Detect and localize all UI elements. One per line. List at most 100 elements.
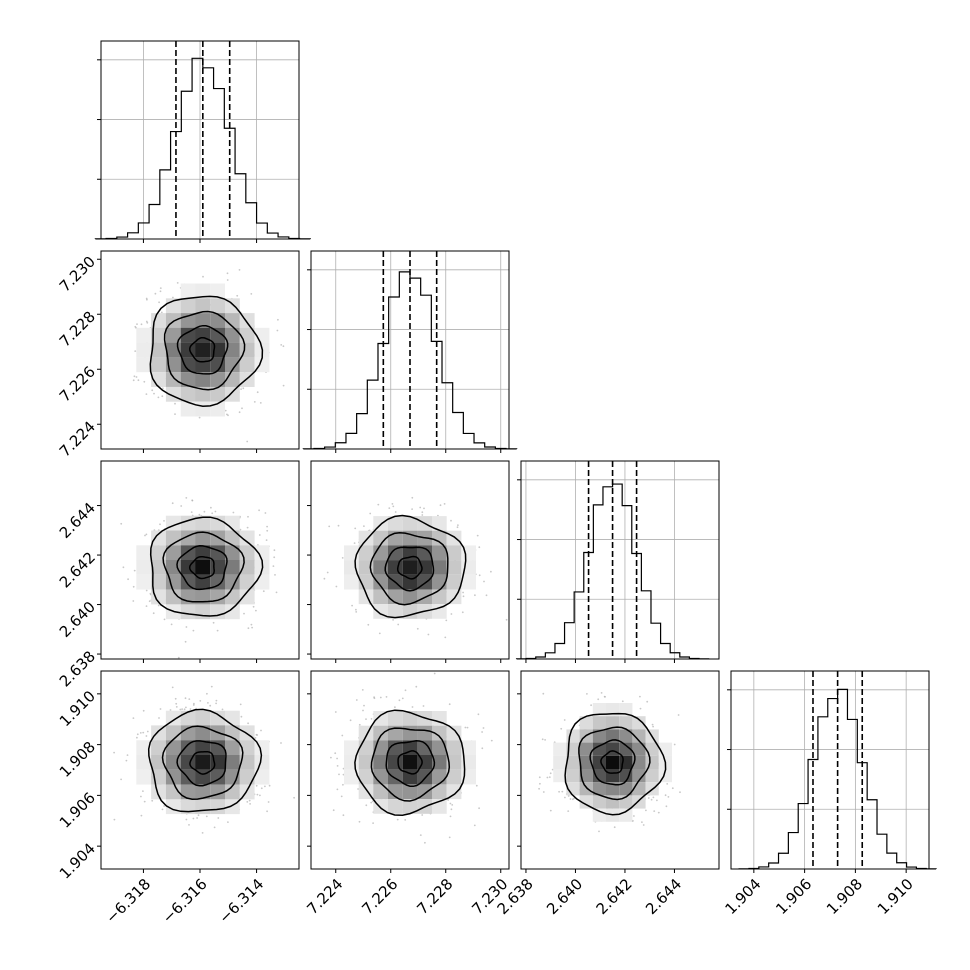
density-bin <box>388 740 403 756</box>
sample-point <box>542 692 545 695</box>
density-bin <box>461 574 476 590</box>
sample-point <box>145 320 148 323</box>
sample-point <box>443 503 446 505</box>
sample-point <box>613 826 616 829</box>
density-bin <box>180 298 196 314</box>
contour-level <box>369 531 449 606</box>
density-bin <box>195 589 211 605</box>
density-bin <box>402 604 418 619</box>
density-bin <box>195 604 211 620</box>
density-bin <box>136 560 152 575</box>
sample-point <box>373 697 376 700</box>
sample-point <box>125 759 128 762</box>
density-bin <box>461 740 476 756</box>
density-bin <box>579 755 593 769</box>
panel-frame <box>310 670 510 870</box>
sample-point <box>462 591 464 594</box>
sample-point <box>280 742 282 744</box>
density-bin <box>225 784 240 800</box>
density-bin <box>239 769 255 785</box>
density-bin <box>579 782 593 796</box>
sample-point <box>264 512 267 514</box>
density-bin <box>553 755 567 769</box>
sample-point <box>336 765 339 767</box>
density-bin <box>566 769 580 783</box>
sample-point <box>192 704 195 706</box>
sample-point <box>349 719 352 722</box>
sample-point <box>546 776 549 779</box>
sample-point <box>667 796 670 798</box>
histogram-series <box>94 57 311 240</box>
sample-point <box>650 798 653 801</box>
sample-point <box>421 814 424 816</box>
sample-point <box>404 689 407 692</box>
density-bin <box>579 742 593 756</box>
sample-point <box>250 623 253 626</box>
density-bin <box>579 716 593 730</box>
density-bin <box>373 711 388 726</box>
sample-point <box>227 821 229 823</box>
density-bin <box>592 769 606 783</box>
sample-point <box>475 784 478 787</box>
density-bin <box>446 545 462 561</box>
sample-point <box>666 783 669 785</box>
density-bin <box>195 283 211 299</box>
density-bin <box>632 742 646 756</box>
x-tick-label: −6.314 <box>215 875 267 927</box>
density-bin <box>606 703 620 717</box>
density-bin <box>579 769 593 783</box>
density-bin <box>136 342 152 358</box>
sample-point <box>267 801 270 803</box>
sample-point <box>396 818 399 821</box>
histogram-series <box>515 483 710 660</box>
sample-point <box>213 826 216 829</box>
sample-point <box>342 814 345 817</box>
sample-point <box>265 539 268 541</box>
sample-point <box>242 387 245 390</box>
sample-point <box>392 619 394 621</box>
density-bin <box>195 357 211 373</box>
y-tick-label: 1.910 <box>56 687 99 730</box>
density-bin <box>210 740 225 755</box>
sample-point <box>473 824 476 827</box>
density-bin <box>136 545 152 561</box>
x-tick-label: 7.228 <box>413 875 456 918</box>
sample-point <box>174 697 177 700</box>
density-bin <box>432 574 447 590</box>
sample-point <box>210 685 213 688</box>
sample-point <box>224 409 227 412</box>
density-bin <box>180 710 196 726</box>
sample-point <box>652 725 654 728</box>
density-bin <box>225 755 240 770</box>
sample-point <box>246 801 249 803</box>
sample-point <box>239 703 242 706</box>
sample-point <box>153 392 155 395</box>
density-bin <box>151 357 166 373</box>
density-bin <box>239 755 255 770</box>
sample-point <box>232 511 235 514</box>
sample-point <box>183 708 186 711</box>
sample-point <box>238 269 241 271</box>
density-bin <box>225 545 240 561</box>
sample-point <box>394 511 397 513</box>
density-bin <box>195 401 211 417</box>
sample-point <box>563 719 566 721</box>
histogram-panel-1 <box>302 250 518 450</box>
sample-point <box>365 718 367 720</box>
sample-point <box>170 623 173 626</box>
density-bin <box>165 545 181 561</box>
y-tick-label: 1.908 <box>56 738 99 781</box>
sample-point <box>419 834 422 836</box>
sample-point <box>397 623 400 626</box>
histogram-panel-3 <box>727 670 937 870</box>
sample-point <box>558 790 560 793</box>
sample-point <box>210 506 212 509</box>
histogram-panel-2 <box>515 460 720 660</box>
sample-point <box>132 600 135 602</box>
panel-frame <box>730 670 930 870</box>
sample-point <box>217 817 220 819</box>
density-bin <box>210 604 225 620</box>
sample-point <box>604 696 606 698</box>
density-bin <box>254 545 270 561</box>
